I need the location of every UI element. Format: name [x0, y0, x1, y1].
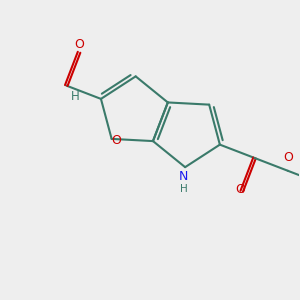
- Text: O: O: [283, 151, 293, 164]
- Text: H: H: [71, 90, 80, 103]
- Text: H: H: [180, 184, 188, 194]
- Text: O: O: [235, 183, 245, 196]
- Text: O: O: [74, 38, 84, 51]
- Text: O: O: [111, 134, 121, 147]
- Text: N: N: [179, 170, 188, 183]
